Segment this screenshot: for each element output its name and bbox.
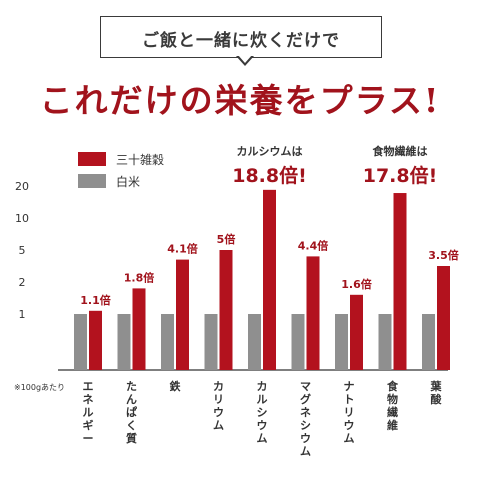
category-label-char: ウ	[213, 406, 224, 419]
category-label-char: ネ	[300, 406, 311, 419]
bar-zakkoku	[263, 189, 276, 370]
category-label-char: 繊	[387, 405, 398, 419]
footnote: ※100gあたり	[14, 383, 65, 392]
category-label-char: 維	[387, 418, 398, 432]
bar-hakumai	[291, 314, 305, 370]
bar-zakkoku	[89, 310, 102, 370]
bar-zakkoku	[393, 193, 407, 370]
data-label: 4.4倍	[298, 238, 329, 252]
category-label-char: ル	[83, 406, 94, 419]
data-label: 17.8倍!	[363, 164, 438, 187]
y-tick-label: 2	[19, 276, 26, 289]
y-tick-label: 20	[15, 180, 29, 193]
callout-pointer-inner	[238, 55, 252, 63]
legend-swatch	[78, 152, 106, 166]
category-label-char: ム	[213, 419, 224, 432]
data-labels: 1.1倍 1.8倍 4.1倍 5倍 カルシウムは 18.8倍! 4.4倍 1.6倍 食物繊維は 1…	[80, 144, 459, 307]
category-label-char: マ	[300, 380, 311, 393]
legend-swatch	[78, 174, 106, 188]
bar-hakumai	[117, 314, 131, 370]
category-label-char: ト	[344, 393, 355, 406]
category-label: 鉄	[170, 379, 182, 393]
category-label: カルシウム	[257, 380, 268, 445]
category-label-char: ム	[257, 432, 268, 445]
bar-zakkoku	[132, 288, 146, 370]
data-label: 18.8倍!	[232, 164, 307, 187]
data-label: 1.1倍	[80, 293, 111, 307]
category-label-char: 食	[387, 379, 399, 393]
y-tick-label: 5	[19, 244, 26, 257]
bar-hakumai	[74, 314, 87, 370]
category-label-char: 物	[387, 392, 398, 406]
category-label-char: ウ	[300, 432, 311, 445]
category-label-char: カ	[213, 380, 224, 393]
category-label-char: リ	[213, 393, 224, 406]
data-label: 3.5倍	[428, 248, 459, 262]
category-label-char: シ	[257, 406, 268, 419]
bar-zakkoku	[350, 294, 363, 370]
category-label-char: リ	[344, 406, 355, 419]
category-label-char: 鉄	[170, 379, 182, 393]
data-label: 4.1倍	[167, 242, 198, 256]
category-label-char: ウ	[257, 419, 268, 432]
data-label: 1.6倍	[341, 277, 372, 291]
category-label-char: ー	[83, 432, 94, 445]
bars	[74, 189, 450, 370]
category-label-char: ル	[257, 393, 268, 406]
bar-hakumai	[335, 314, 348, 370]
category-label-char: く	[126, 419, 137, 432]
bar-hakumai	[204, 314, 218, 370]
category-label-char: ム	[300, 445, 311, 458]
header-box-text: ご飯と一緒に炊くだけで	[142, 31, 340, 51]
y-tick-label: 10	[15, 212, 29, 225]
data-label: 5倍	[217, 232, 236, 246]
category-label-char: エ	[83, 380, 94, 393]
category-label-char: グ	[300, 392, 311, 406]
bar-hakumai	[422, 314, 435, 370]
category-label: 食物繊維	[387, 379, 399, 432]
bar-zakkoku	[176, 259, 189, 370]
bar-zakkoku	[219, 250, 233, 370]
y-tick-label: 1	[19, 308, 26, 321]
highlight-prefix: カルシウムは	[237, 145, 303, 158]
category-label-char: ウ	[344, 419, 355, 432]
category-label-char: ム	[344, 432, 355, 445]
category-label-char: 質	[126, 431, 137, 445]
main-title: これだけの栄養をプラス!	[39, 81, 441, 120]
category-label-char: ナ	[344, 380, 355, 393]
category-label: 葉酸	[430, 379, 443, 406]
category-label-char: ぱ	[126, 405, 137, 419]
bar-hakumai	[161, 314, 174, 370]
category-label-char: シ	[300, 419, 311, 432]
legend-label: 白米	[116, 174, 140, 189]
category-label-char: 酸	[431, 392, 443, 406]
category-label-char: カ	[257, 380, 268, 393]
category-label-char: た	[126, 380, 137, 393]
bar-hakumai	[248, 314, 261, 370]
legend-label: 三十雑穀	[116, 152, 164, 167]
header-box: ご飯と一緒に炊くだけで	[100, 16, 382, 58]
category-label-char: ギ	[83, 418, 94, 432]
highlight-prefix: 食物繊維は	[373, 144, 428, 158]
category-label-char: ネ	[83, 393, 94, 406]
bar-hakumai	[378, 314, 392, 370]
bar-zakkoku	[437, 266, 450, 370]
data-label: 1.8倍	[124, 270, 155, 284]
bar-zakkoku	[306, 256, 320, 370]
category-label-char: 葉	[430, 379, 443, 393]
category-label-char: ん	[126, 393, 137, 406]
